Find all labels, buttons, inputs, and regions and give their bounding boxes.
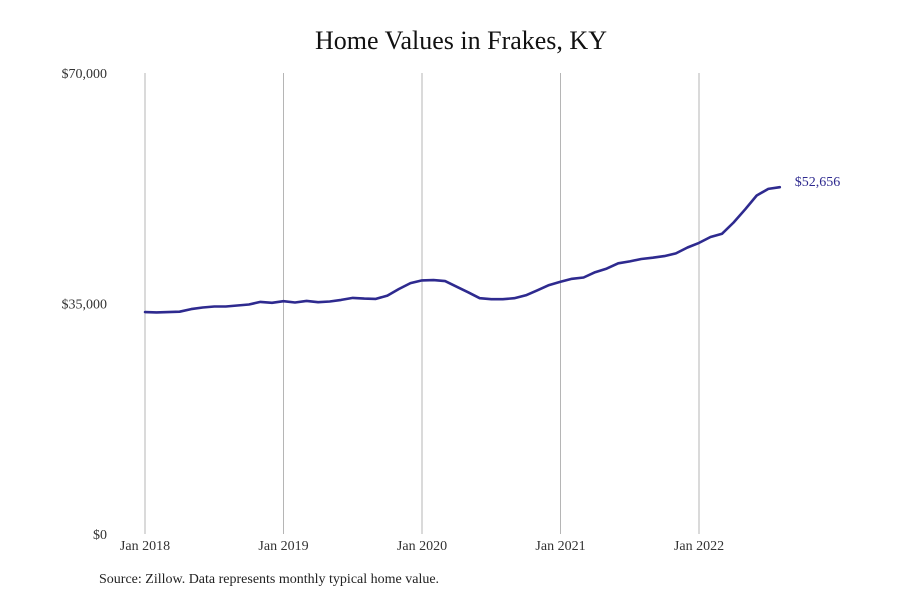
x-tick-label: Jan 2021 [535,539,585,554]
home-value-line [143,185,782,314]
x-axis: Jan 2018 Jan 2019 Jan 2020 Jan 2021 Jan 2022 [120,539,724,554]
y-axis: $0 $35,000 $70,000 [62,67,108,543]
chart-title: Home Values in Frakes, KY [315,26,607,55]
last-value-label: $52,656 [795,175,841,190]
source-note: Source: Zillow. Data represents monthly … [99,572,440,587]
x-tick-label: Jan 2022 [674,539,724,554]
x-tick-label: Jan 2019 [258,539,308,554]
y-tick-label: $35,000 [62,298,108,313]
x-tick-label: Jan 2020 [397,539,447,554]
y-tick-label: $0 [93,528,107,543]
gridlines [144,73,700,534]
x-tick-label: Jan 2018 [120,539,170,554]
y-tick-label: $70,000 [62,67,108,82]
